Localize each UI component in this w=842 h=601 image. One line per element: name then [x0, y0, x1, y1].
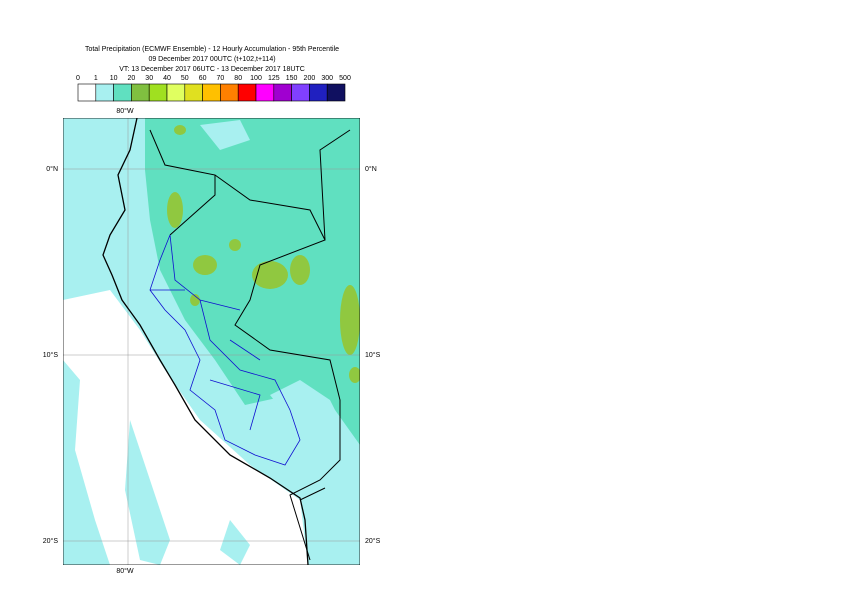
lat-label: 0°N [365, 165, 377, 173]
legend-swatch [326, 83, 346, 102]
legend-label: 60 [199, 75, 207, 82]
legend-swatch [148, 83, 168, 102]
legend-label: 0 [76, 75, 80, 82]
wet-area [145, 118, 360, 445]
legend-swatch [131, 83, 150, 102]
graticule [63, 118, 360, 565]
legend-swatch [184, 83, 203, 102]
legend-label: 80 [234, 75, 242, 82]
legend-swatch [77, 83, 97, 102]
lat-label: 10°S [365, 351, 381, 359]
heavy-area [167, 125, 360, 383]
legend-swatch [291, 83, 310, 102]
legend-swatch [237, 83, 257, 102]
legend-label: 20 [128, 75, 136, 82]
legend-label: 125 [268, 75, 280, 82]
lat-label: 20°S [43, 537, 59, 545]
legend-label: 300 [321, 75, 333, 82]
legend-swatch [95, 83, 114, 102]
streak [63, 360, 110, 565]
legend-swatch [255, 83, 275, 102]
country-border [149, 129, 351, 561]
legend-swatch [202, 83, 221, 102]
legend-label: 30 [145, 75, 153, 82]
legend-swatch [166, 83, 186, 102]
legend-label: 150 [286, 75, 298, 82]
streak [125, 420, 170, 565]
legend-label: 500 [339, 75, 351, 82]
lat-label: 0°N [46, 165, 58, 173]
lat-label: 20°S [365, 537, 381, 545]
legend-label: 100 [250, 75, 262, 82]
legend-label: 40 [163, 75, 171, 82]
map [63, 118, 360, 565]
light-area [270, 380, 345, 440]
coastline [102, 118, 309, 565]
legend-swatch [309, 83, 328, 102]
legend-label: 1 [94, 75, 98, 82]
dry-area [63, 290, 308, 565]
title-line: 09 December 2017 00UTC (t+102,t+114) [148, 56, 275, 63]
light-area [200, 120, 250, 150]
legend-label: 70 [217, 75, 225, 82]
title-line: VT: 13 December 2017 06UTC - 13 December… [119, 66, 305, 73]
lon-label: 80°W [116, 107, 134, 115]
legend-label: 10 [110, 75, 118, 82]
legend-swatch [273, 83, 292, 102]
streak [220, 520, 250, 565]
title-line: Total Precipitation (ECMWF Ensemble) - 1… [85, 46, 339, 53]
legend-label: 50 [181, 75, 189, 82]
legend-label: 200 [304, 75, 316, 82]
region-border [149, 234, 301, 466]
legend-swatch [220, 83, 239, 102]
lon-label: 80°W [116, 567, 134, 575]
legend: 0 1 10 20 30 40 50 60 70 80 100 125 150 200 300 500 [76, 75, 351, 102]
lat-label: 10°S [43, 351, 59, 359]
legend-swatch [113, 83, 132, 102]
